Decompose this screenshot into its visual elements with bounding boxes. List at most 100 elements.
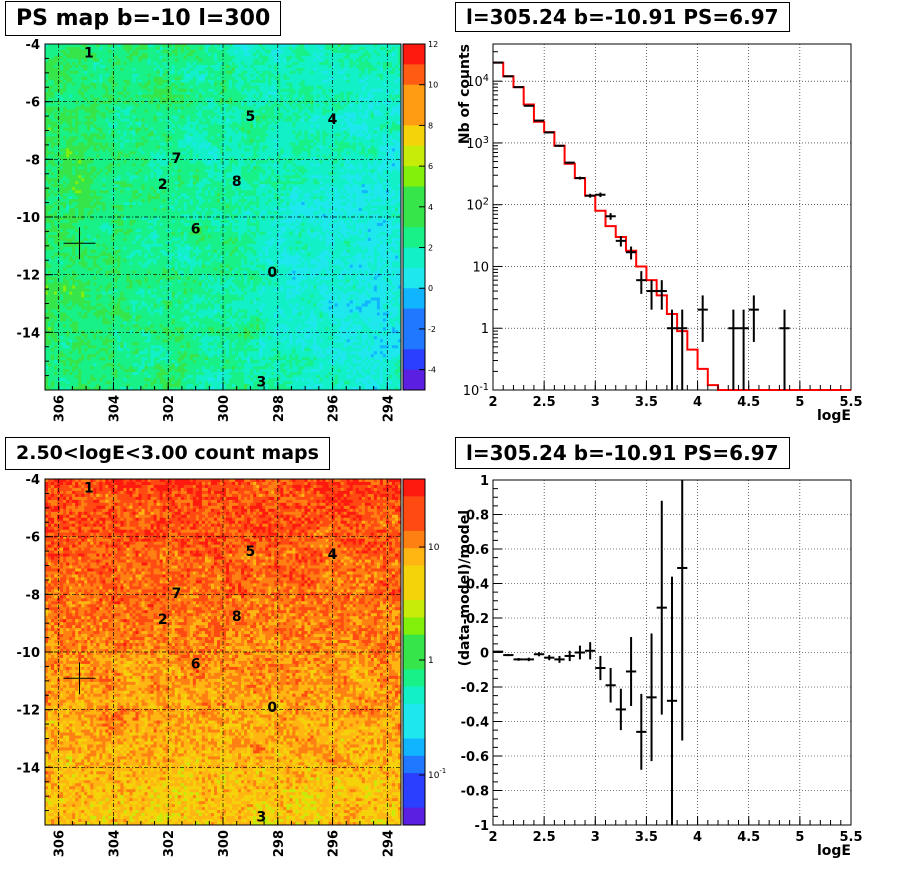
spectrum-y-ticks: 10-1 1 10 102 103 104 — [463, 43, 502, 399]
residual-point — [605, 668, 616, 703]
y-tick-label: -0.6 — [461, 750, 489, 765]
data-point — [554, 144, 565, 147]
residual-point — [554, 655, 565, 663]
y-tick-label: 0.8 — [466, 509, 489, 524]
residual-point — [656, 500, 667, 715]
map-x-tick-label: 300 — [217, 830, 232, 857]
y-tick-label: 1 — [480, 474, 489, 489]
map-sources: 1 5 4 72 8 6 0 3 — [84, 481, 338, 826]
y-tick-label: -1 — [475, 819, 489, 834]
map-cells — [45, 479, 402, 826]
colorbar-tick-label: 2 — [428, 244, 433, 253]
map-x-ticks: 306 304 302 300 298 296 294 — [44, 817, 402, 857]
data-point — [697, 295, 708, 342]
x-tick-label: 4 — [693, 395, 702, 410]
y-tick-label: -0.8 — [461, 785, 489, 800]
x-tick-label: 5.5 — [839, 395, 862, 410]
x-tick-label: 4.5 — [737, 395, 760, 410]
data-point — [636, 271, 647, 294]
map-x-tick-label: 300 — [217, 395, 232, 422]
map-x-tick-label: 302 — [162, 830, 177, 857]
spectrum-title: l=305.24 b=-10.91 PS=6.97 — [455, 2, 790, 32]
colorbar-tick-label: 8 — [428, 121, 433, 130]
colorbar-tick-label: 12 — [428, 40, 438, 49]
colorbar: 12 10 8 6 4 2 0 -2 -4 — [402, 40, 438, 391]
map-cells — [45, 44, 402, 391]
colorbar-tick-label: 4 — [428, 203, 433, 212]
data-point — [656, 280, 667, 310]
residual-point — [574, 645, 586, 660]
map-y-tick-label: -14 — [17, 326, 41, 341]
residual-x-ticks: 2 2.5 3 3.5 4 4.5 5 5.5 — [488, 816, 863, 845]
residual-point — [595, 655, 606, 681]
data-point — [574, 176, 586, 180]
colorbar-tick-label: 10 — [428, 543, 440, 553]
map-x-tick-label: 298 — [272, 395, 287, 422]
map-y-tick-label: -8 — [26, 153, 40, 168]
source-label: 3 — [256, 809, 266, 825]
residual-panel: 2 2.5 3 3.5 4 4.5 5 5.5 1 0.8 0.6 0.4 0.2 0 -0.2 -0.4 -0… — [449, 435, 898, 871]
residual-point — [533, 652, 545, 657]
data-point — [595, 192, 606, 198]
map-y-tick-label: -4 — [26, 473, 40, 488]
map-x-tick-label: 296 — [327, 395, 342, 422]
map-y-tick-label: -10 — [17, 211, 41, 226]
map-y-tick-label: -8 — [26, 588, 40, 603]
y-tick-label: 0.6 — [466, 543, 489, 558]
colorbar-tick-label: 10-1 — [428, 767, 446, 781]
map-x-ticks: 306 304 302 300 298 296 294 — [44, 382, 402, 422]
marker-cross — [63, 662, 96, 695]
data-point — [605, 213, 616, 220]
residual-point — [677, 480, 688, 741]
data-point — [503, 75, 514, 78]
spectrum-x-ticks: 2 2.5 3 3.5 4 4.5 5 5.5 — [488, 381, 863, 410]
data-point — [585, 193, 596, 198]
map-y-ticks: -4 -6 -8 -10 -12 -14 — [17, 473, 53, 826]
map-y-tick-label: -6 — [26, 96, 40, 111]
source-label: 8 — [232, 609, 242, 625]
colorbar-tick-label: -4 — [428, 366, 436, 375]
ps-map-panel: -4 -6 -8 -10 -12 -14 306 304 302 300 298 296 294 1 5 4 7… — [0, 0, 449, 435]
y-tick-label: 102 — [466, 197, 489, 214]
x-tick-label: 4 — [693, 830, 702, 845]
y-tick-label: 10 — [472, 260, 489, 275]
residual-point — [636, 693, 647, 770]
source-label: 7 — [172, 151, 182, 167]
y-tick-label: 0.2 — [466, 612, 489, 627]
data-points — [493, 61, 790, 390]
data-point — [533, 119, 545, 122]
residual-x-label: logE — [817, 843, 851, 859]
colorbar: 10 1 10-1 — [402, 478, 446, 826]
data-point — [615, 236, 626, 247]
map-y-tick-label: -4 — [26, 38, 40, 53]
x-tick-label: 2 — [488, 830, 497, 845]
colorbar-tick-label: -2 — [428, 325, 436, 334]
map-x-tick-label: 306 — [53, 830, 68, 857]
map-y-tick-label: -6 — [26, 531, 40, 546]
x-tick-label: 3.5 — [635, 395, 658, 410]
ps-map-title: PS map b=-10 l=300 — [5, 1, 282, 36]
colorbar-tick-label: 0 — [428, 284, 433, 293]
source-label: 7 — [172, 586, 182, 602]
data-point — [523, 104, 534, 107]
spectrum-chart: 2 2.5 3 3.5 4 4.5 5 5.5 10-1 1 10 102 103 104 logE Nb o… — [457, 43, 863, 424]
map-x-tick-label: 304 — [107, 830, 122, 857]
x-tick-label: 3 — [591, 395, 600, 410]
map-y-tick-label: -12 — [17, 704, 41, 719]
data-point — [728, 309, 739, 390]
data-point — [738, 309, 749, 390]
map-x-tick-label: 296 — [327, 830, 342, 857]
x-tick-label: 5 — [795, 395, 804, 410]
y-tick-label: 0 — [480, 647, 489, 662]
map-x-tick-label: 302 — [162, 395, 177, 422]
data-point — [748, 295, 759, 342]
residual-point — [544, 655, 555, 661]
residual-point — [646, 633, 657, 762]
residual-point — [564, 650, 575, 662]
x-tick-label: 4.5 — [737, 830, 760, 845]
residual-grid — [493, 480, 851, 825]
map-y-tick-label: -14 — [17, 761, 41, 776]
colorbar-tick-label: 1 — [428, 656, 434, 666]
data-point — [544, 131, 555, 134]
